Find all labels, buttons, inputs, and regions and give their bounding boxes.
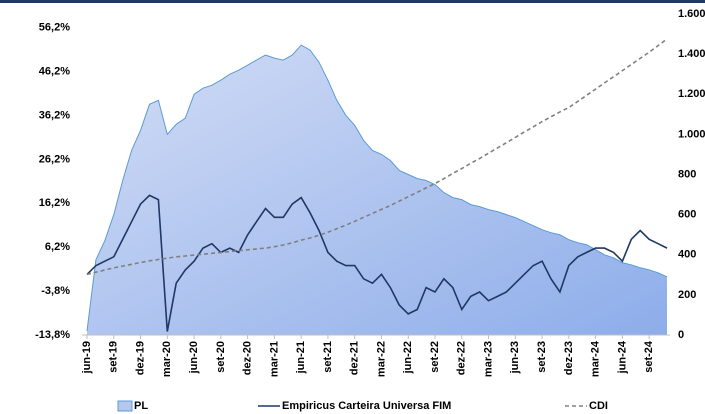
x-tick-label: mar-20: [161, 341, 173, 377]
y-tick-label: 16,2%: [39, 197, 70, 209]
y-tick-label: -3,8%: [41, 285, 70, 297]
x-tick-label: set-24: [643, 340, 655, 373]
x-tick-label: mar-24: [590, 340, 602, 377]
x-tick-label: mar-22: [375, 341, 387, 377]
x-tick-label: mar-23: [482, 341, 494, 377]
area-line: [86, 44, 668, 332]
y2-tick-label: 1.000: [678, 128, 705, 140]
x-tick-label: dez-21: [349, 341, 361, 375]
y-tick-label: 56,2%: [39, 22, 70, 34]
y-tick-label: 36,2%: [39, 109, 70, 121]
x-tick-label: set-19: [108, 341, 120, 373]
x-tick-label: mar-21: [268, 341, 280, 377]
legend-label: PL: [134, 400, 148, 412]
y-tick-label: 26,2%: [39, 153, 70, 165]
x-tick-label: jun-20: [188, 341, 200, 374]
y2-tick-label: 1.600: [678, 8, 705, 20]
legend-label: CDI: [589, 400, 608, 412]
y2-tick-label: 800: [678, 168, 696, 180]
y2-tick-label: 200: [678, 289, 696, 301]
legend-swatch: [117, 400, 133, 412]
y2-tick-label: 400: [678, 249, 696, 261]
y-tick-label: 6,2%: [45, 241, 70, 253]
x-tick-label: jun-21: [295, 341, 307, 374]
y2-tick-label: 0: [678, 329, 684, 341]
x-tick-label: jun-22: [402, 341, 414, 374]
x-tick-label: jun-19: [81, 341, 93, 374]
x-tick-label: set-21: [322, 341, 334, 373]
x-tick-label: dez-23: [563, 341, 575, 375]
x-tick-label: dez-19: [134, 341, 146, 375]
x-tick-label: jun-23: [509, 341, 521, 374]
x-tick-label: jun-24: [616, 340, 628, 374]
y2-tick-label: 1.200: [678, 88, 705, 100]
y-tick-label: 46,2%: [39, 65, 70, 77]
legend-label: Empiricus Carteira Universa FIM: [282, 400, 451, 412]
top-bar: [0, 0, 705, 3]
x-tick-label: set-22: [429, 341, 441, 373]
x-tick-label: dez-22: [456, 341, 468, 375]
area-fill: [87, 45, 667, 335]
y-tick-label: -13,8%: [35, 329, 70, 341]
line: [86, 194, 668, 332]
x-tick-label: set-20: [215, 341, 227, 373]
x-tick-label: set-23: [536, 341, 548, 373]
line: [86, 38, 668, 276]
x-tick-label: dez-20: [242, 341, 254, 375]
y2-tick-label: 600: [678, 209, 696, 221]
y2-tick-label: 1.400: [678, 48, 705, 60]
